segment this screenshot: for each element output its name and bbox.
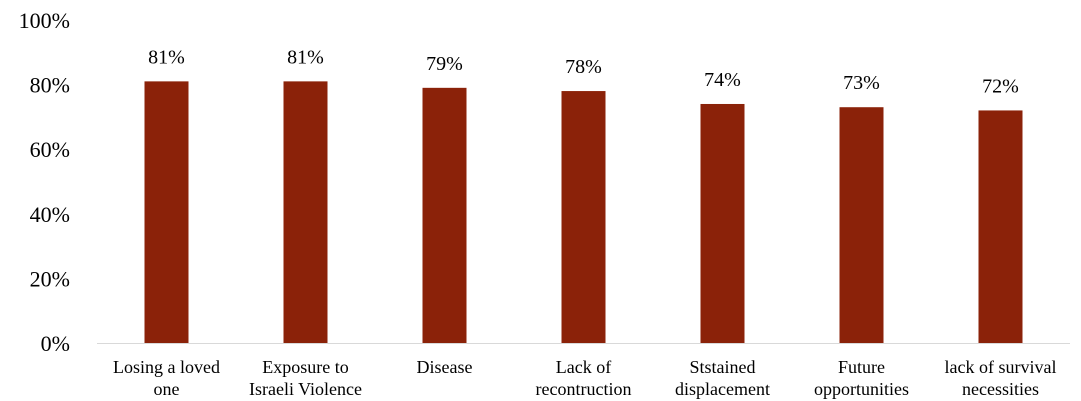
y-tick-label: 0% (41, 331, 70, 356)
data-label: 78% (565, 56, 602, 78)
x-category-label-line: Disease (417, 357, 473, 377)
x-category-label-line: Losing a loved (113, 357, 220, 377)
x-category-label: Disease (417, 357, 473, 377)
bar (978, 110, 1023, 343)
bar (561, 91, 606, 343)
data-label: 81% (287, 46, 324, 68)
data-label: 81% (148, 46, 185, 68)
bar (700, 103, 745, 343)
data-label: 73% (843, 72, 880, 94)
x-category-label-line: Lack of (556, 357, 611, 377)
x-category-label-line: lack of survival (945, 357, 1057, 377)
x-category-label-line: Exposure to (262, 357, 348, 377)
x-category-label-line: one (154, 379, 180, 399)
y-tick-label: 40% (30, 202, 70, 227)
bar (422, 87, 467, 343)
y-tick-label: 80% (30, 73, 70, 98)
x-category-label-line: Israeli Violence (249, 379, 362, 399)
bar (839, 107, 884, 344)
x-category-label-line: Future (838, 357, 885, 377)
y-tick-label: 100% (19, 8, 70, 33)
x-category-label-line: necessities (962, 379, 1039, 399)
data-label: 79% (426, 53, 463, 75)
x-category-label-line: displacement (675, 379, 770, 399)
bars (144, 81, 1023, 344)
y-tick-label: 60% (30, 137, 70, 162)
x-category-label-line: opportunities (814, 379, 909, 399)
y-tick-label: 20% (30, 266, 70, 291)
data-label: 72% (982, 75, 1019, 97)
data-labels: 81% 81% 79% 78% 74% 73% 72% (148, 46, 1019, 97)
x-category-label-line: Ststained (690, 357, 756, 377)
x-category-label-line: recontruction (536, 379, 632, 399)
bar (144, 81, 189, 344)
y-axis: 0% 20% 40% 60% 80% 100% (19, 8, 70, 356)
bar (283, 81, 328, 344)
data-label: 74% (704, 69, 741, 91)
